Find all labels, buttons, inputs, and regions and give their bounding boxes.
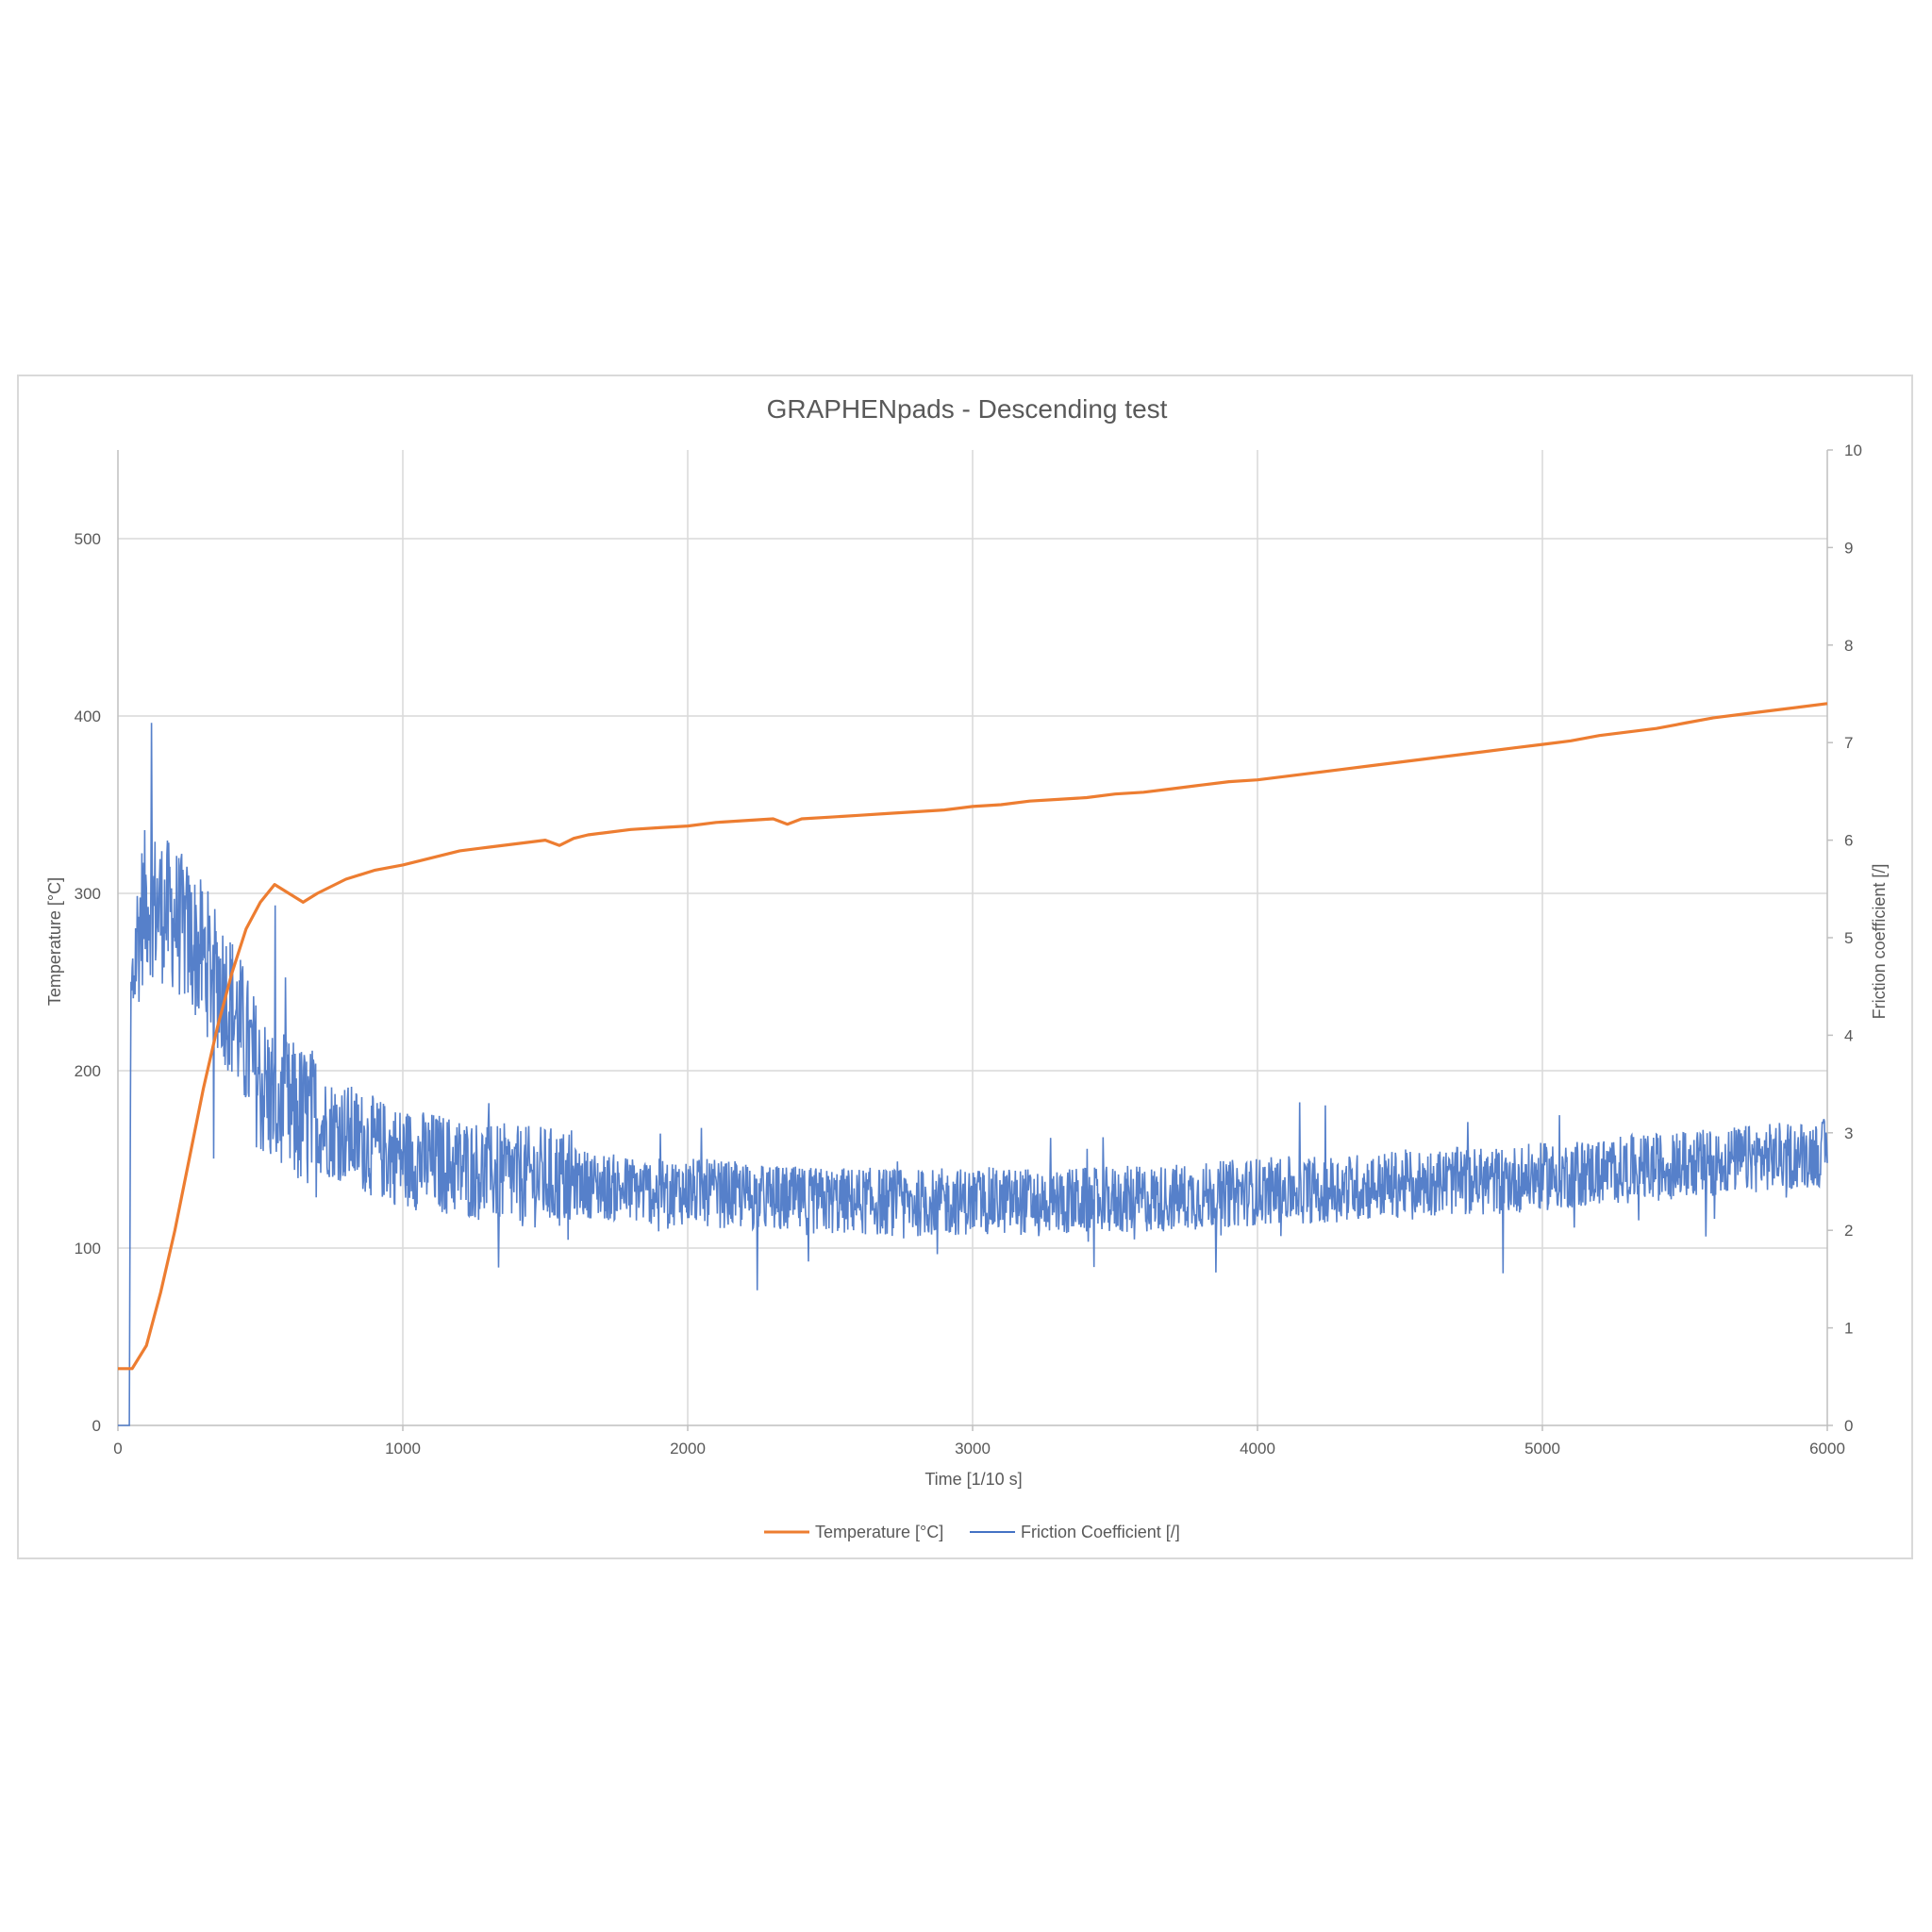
chart-frame: 0 1000 2000 3000 4000 5000 6000 0 100 200 300 400 50… <box>17 375 1913 1559</box>
x-tick-label-1000: 1000 <box>385 1440 421 1457</box>
x-axis-title: Time [1/10 s] <box>924 1470 1022 1489</box>
chart-title: GRAPHENpads - Descending test <box>767 394 1168 424</box>
y-left-tick-label-100: 100 <box>75 1240 101 1257</box>
x-tick-label-6000: 6000 <box>1809 1440 1845 1457</box>
y-right-tick-label-8: 8 <box>1844 637 1853 655</box>
y-right-tick-label-4: 4 <box>1844 1026 1853 1044</box>
y-left-tick-label-500: 500 <box>75 530 101 548</box>
legend-label-friction: Friction Coefficient [/] <box>1021 1523 1180 1541</box>
y-right-tick-label-6: 6 <box>1844 832 1853 850</box>
x-tick-label-4000: 4000 <box>1240 1440 1275 1457</box>
y-left-tick-label-400: 400 <box>75 708 101 725</box>
y-left-tick-label-300: 300 <box>75 885 101 903</box>
legend: Temperature [°C] Friction Coefficient [/… <box>764 1523 1180 1541</box>
y-left-tick-label-0: 0 <box>92 1417 101 1435</box>
series-line-friction <box>118 723 1828 1426</box>
x-tick-label-0: 0 <box>113 1440 122 1457</box>
y-left-axis-title: Temperature [°C] <box>45 877 64 1006</box>
series-line-temperature <box>118 702 1828 1371</box>
y-left-tick-label-200: 200 <box>75 1062 101 1080</box>
x-tick-label-5000: 5000 <box>1524 1440 1560 1457</box>
y-right-tick-label-0: 0 <box>1844 1417 1853 1435</box>
chart-svg: 0 1000 2000 3000 4000 5000 6000010020030040050… <box>45 394 1889 1541</box>
y-right-axis-title: Friction coefficient [/] <box>1870 864 1889 1020</box>
x-tick-label-2000: 2000 <box>670 1440 706 1457</box>
axis-layer: 0 1000 2000 3000 4000 5000 6000010020030040050… <box>75 441 1862 1457</box>
y-right-tick-label-3: 3 <box>1844 1124 1853 1142</box>
y-right-tick-label-7: 7 <box>1844 734 1853 752</box>
x-tick-label-3000: 3000 <box>955 1440 991 1457</box>
y-right-tick-label-9: 9 <box>1844 539 1853 557</box>
y-right-tick-label-1: 1 <box>1844 1320 1853 1338</box>
series-layer <box>118 702 1828 1426</box>
grid-layer <box>118 450 1827 1425</box>
y-right-tick-label-5: 5 <box>1844 929 1853 947</box>
y-right-tick-label-2: 2 <box>1844 1222 1853 1240</box>
y-right-tick-label-10: 10 <box>1844 441 1862 459</box>
legend-label-temperature: Temperature [°C] <box>815 1523 943 1541</box>
